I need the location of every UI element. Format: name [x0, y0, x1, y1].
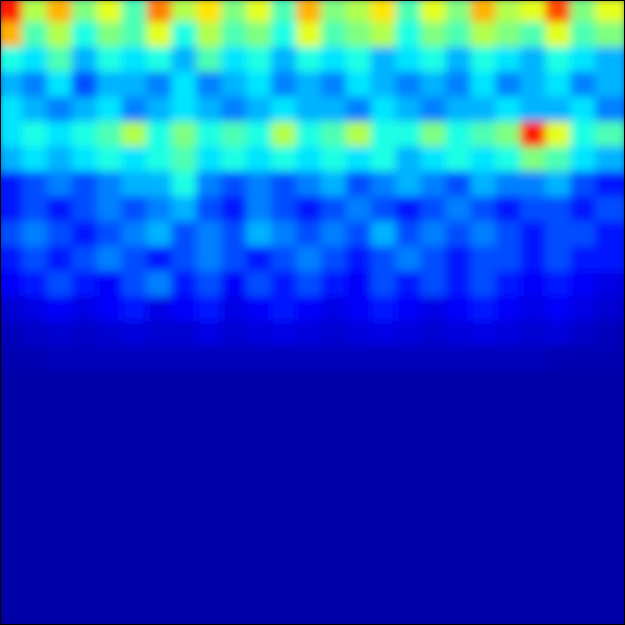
cells-clip — [1, 1, 624, 624]
plot-frame — [1, 1, 625, 625]
heatmap-cell — [595, 595, 624, 624]
chart — [0, 0, 625, 625]
plot-area — [0, 0, 625, 625]
plot-background — [1, 1, 624, 624]
heatmap-cells — [1, 1, 624, 624]
